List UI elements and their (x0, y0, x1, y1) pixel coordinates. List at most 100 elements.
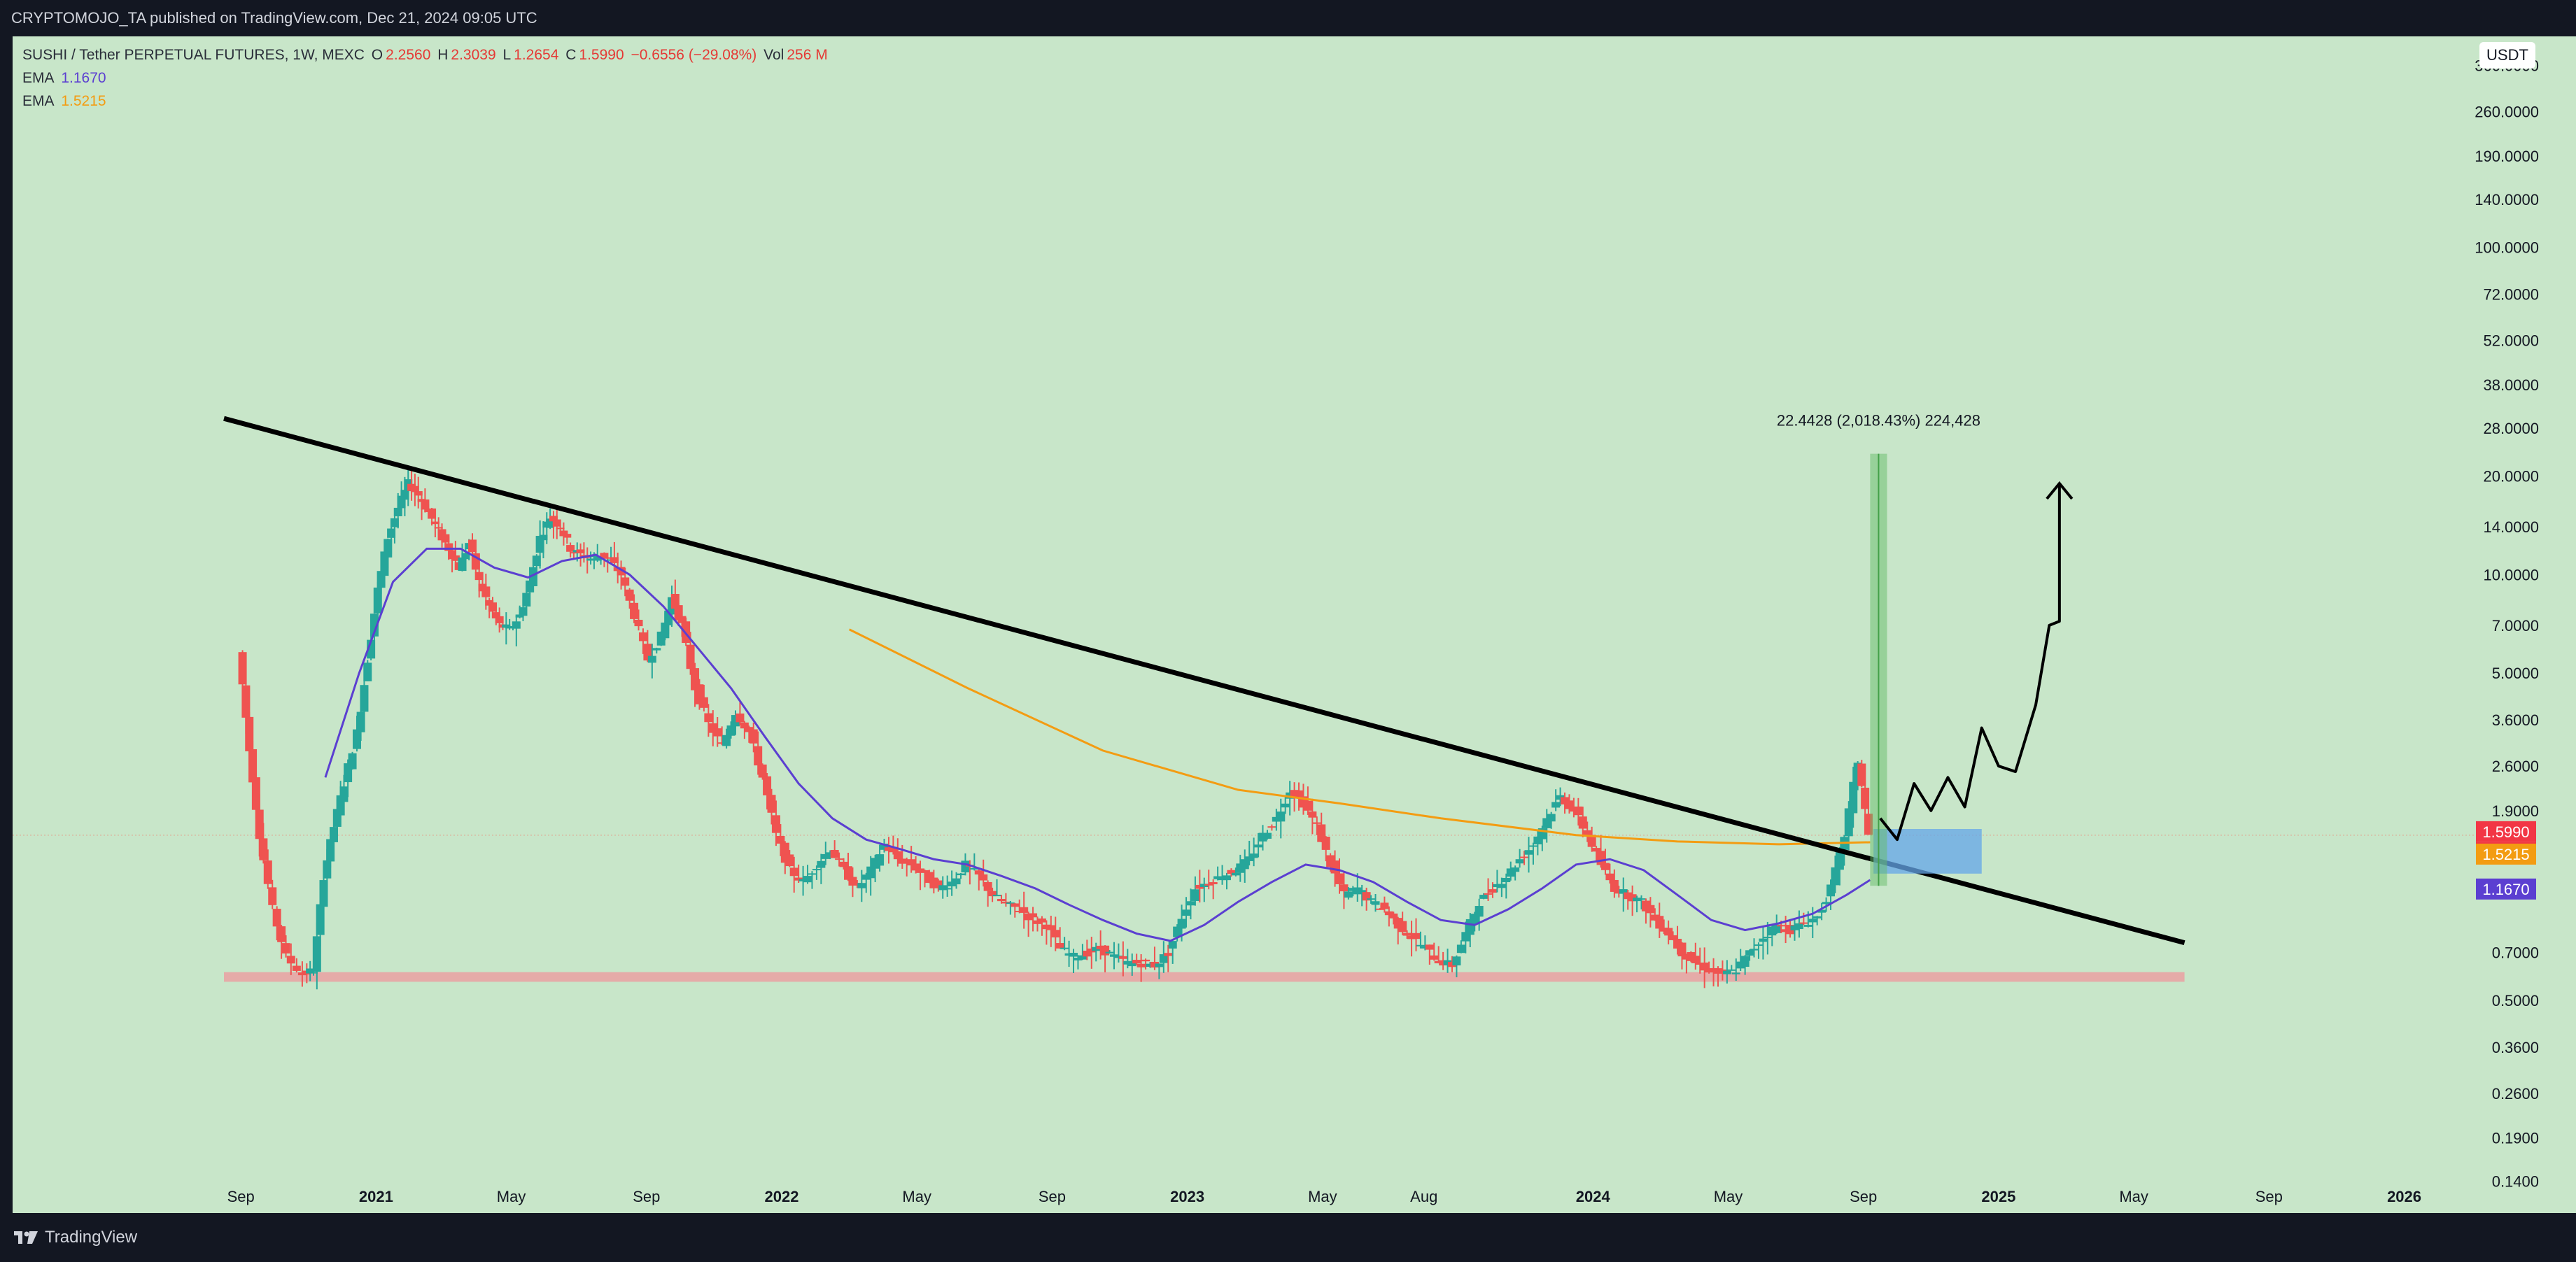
candle-down (916, 868, 925, 873)
candle-down (1574, 806, 1583, 816)
price-tag (2476, 821, 2536, 842)
projection-path[interactable] (1879, 483, 2061, 842)
candle-up (1367, 898, 1376, 900)
currency-button[interactable]: USDT (2479, 42, 2535, 69)
candle-up (1772, 924, 1781, 933)
candle-up (1146, 963, 1155, 967)
candle-down (1857, 763, 1866, 786)
candle-up (1502, 877, 1511, 882)
candle-down (1578, 816, 1587, 829)
candle-up (880, 843, 889, 850)
candle-up (1794, 923, 1803, 930)
ema-fast-line[interactable] (324, 547, 1871, 942)
candle-up (1231, 872, 1240, 876)
candle-up (400, 490, 409, 500)
support-zone[interactable] (224, 972, 2185, 982)
candle-down (889, 846, 898, 853)
candle-up (1078, 955, 1087, 960)
candle-down (630, 602, 639, 619)
candle-up (539, 534, 548, 541)
x-tick-label: 2026 (2387, 1188, 2421, 1205)
candle-down (576, 549, 585, 553)
candle-up (1759, 938, 1768, 942)
candle-down (638, 632, 647, 641)
candle-up (1006, 902, 1015, 905)
legend-low: 1.2654 (514, 47, 559, 63)
candle-down (559, 530, 568, 537)
candle-up (1199, 884, 1209, 888)
publisher-text: CRYPTOMOJO_TA published on TradingView.c… (11, 9, 537, 27)
candle-up (1497, 884, 1506, 888)
candle-down (268, 887, 277, 905)
candle-up (1551, 802, 1561, 808)
candle-down (441, 534, 450, 543)
candle-up (812, 869, 821, 871)
candle-down (974, 870, 983, 875)
candle-up (1515, 859, 1524, 864)
candle-down (1375, 908, 1384, 910)
candle-up (1092, 946, 1101, 951)
legend-ema-fast-row[interactable]: EMA 1.1670 (22, 66, 831, 90)
candle-up (826, 852, 835, 856)
candle-up (1637, 898, 1646, 900)
candle-down (552, 519, 561, 527)
candle-up (1159, 954, 1168, 963)
candle-down (1118, 956, 1127, 959)
candle-down (835, 858, 844, 860)
candle-down (286, 956, 295, 964)
price-tag-label: 1.5990 (2482, 823, 2529, 841)
y-tick-label: 20.0000 (2483, 468, 2539, 485)
ema-slow-line[interactable] (848, 628, 1871, 846)
candle-down (1691, 956, 1700, 963)
candle-up (1745, 950, 1754, 956)
candle-down (1290, 790, 1299, 798)
candle-down (794, 877, 803, 881)
candle-down (444, 543, 453, 551)
candle-down (1132, 960, 1141, 964)
candle-down (1596, 851, 1605, 865)
candle-up (1547, 814, 1556, 822)
candle-up (515, 614, 524, 618)
candle-up (857, 883, 866, 888)
candle-down (610, 557, 619, 563)
candle-up (647, 655, 656, 663)
candle-down (1705, 968, 1714, 973)
candle-up (1286, 792, 1295, 799)
candle-up (1105, 951, 1114, 953)
candle-up (1827, 884, 1836, 897)
candle-up (1754, 944, 1763, 946)
candle-up (309, 972, 318, 974)
y-tick-label: 0.7000 (2492, 944, 2539, 962)
candle-up (798, 879, 808, 881)
trendline[interactable] (223, 416, 2186, 946)
candle-down (1001, 901, 1011, 904)
candle-down (785, 854, 794, 867)
candle-up (943, 888, 952, 890)
publisher-bar: CRYPTOMOJO_TA published on TradingView.c… (0, 0, 2576, 36)
candle-up (326, 839, 335, 862)
candle-up (1421, 946, 1430, 949)
legend-ema-slow-row[interactable]: EMA 1.5215 (22, 90, 831, 113)
x-tick-label: 2025 (1981, 1188, 2015, 1205)
candle-up (393, 507, 402, 516)
candle-up (1240, 859, 1249, 870)
candle-down (1033, 920, 1042, 924)
x-tick-label: May (1308, 1188, 1337, 1205)
y-tick-label: 0.2600 (2492, 1085, 2539, 1103)
candle-down (839, 861, 848, 867)
candle-down (1781, 929, 1790, 933)
x-tick-label: May (2119, 1188, 2148, 1205)
target-box[interactable] (1873, 829, 1982, 874)
candle-down (1267, 826, 1276, 828)
footer-brand[interactable]: TradingView (45, 1228, 138, 1247)
candle-down (1713, 968, 1722, 974)
candle-down (1204, 884, 1213, 886)
candle-down (767, 795, 776, 813)
legend-low-label: L (502, 47, 512, 63)
legend-symbol: SUSHI / Tether PERPETUAL FUTURES, 1W, ME… (22, 47, 365, 63)
candle-down (1312, 822, 1321, 824)
tradingview-logo-icon (14, 1231, 38, 1244)
candle-down (1051, 930, 1060, 938)
candle-down (414, 491, 423, 496)
candle-down (566, 545, 575, 552)
